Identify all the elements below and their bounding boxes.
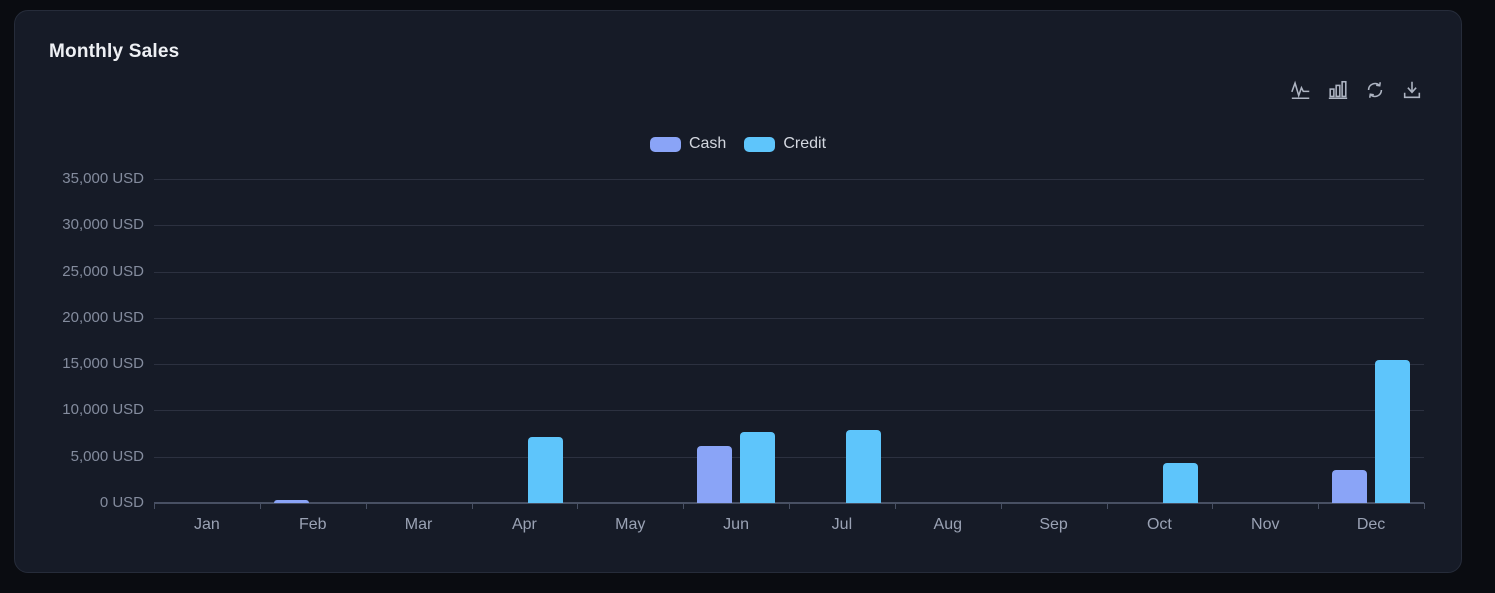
y-axis-label: 0 USD [99, 494, 144, 511]
gridline [154, 271, 1424, 273]
gridline [154, 179, 1424, 180]
x-axis-label: Jun [723, 516, 749, 533]
y-axis-label: 5,000 USD [70, 447, 144, 465]
x-axis-tick [1106, 503, 1108, 509]
x-axis-tick [1212, 503, 1214, 509]
chart-title: Monthly Sales [49, 41, 180, 62]
y-axis-label: 30,000 USD [62, 216, 144, 234]
x-axis-label: Aug [933, 516, 962, 533]
y-axis-label: 20,000 USD [62, 308, 144, 326]
legend-swatch-credit [744, 136, 776, 152]
y-axis-label: 10,000 USD [62, 401, 144, 419]
bar-cash-dec [1332, 470, 1368, 503]
bar-credit-oct [1163, 463, 1199, 503]
y-axis-label: 15,000 USD [62, 355, 144, 373]
bar-credit-apr [528, 437, 564, 503]
legend-item-credit[interactable]: Credit [744, 135, 826, 153]
legend-label: Credit [783, 135, 827, 152]
gridline [154, 456, 1424, 458]
x-axis-label: Feb [298, 516, 327, 533]
chart-plot-area: 0 USD 5,000 USD 10,000 USD 15,000 USD 20,000… [15, 11, 1461, 572]
x-axis-label: Nov [1251, 516, 1280, 533]
download-icon[interactable] [1401, 79, 1423, 101]
x-axis-tick [1424, 503, 1425, 509]
x-axis-label: May [615, 516, 646, 533]
x-axis-tick [789, 503, 790, 509]
x-axis-label: Jul [831, 516, 853, 533]
legend-item-cash[interactable]: Cash [649, 135, 727, 153]
x-axis-label: Sep [1039, 516, 1068, 533]
gridline [154, 364, 1424, 366]
legend-label: Cash [688, 135, 727, 152]
chart-legend: Cash Credit [15, 135, 1461, 153]
x-axis-tick [577, 503, 579, 509]
bar-credit-dec [1375, 360, 1411, 503]
x-axis-tick [1000, 503, 1002, 509]
x-axis-label: Apr [511, 516, 537, 533]
x-axis-tick [683, 503, 685, 509]
y-axis-label: 35,000 USD [62, 170, 144, 187]
x-axis-tick [259, 503, 261, 509]
refresh-icon[interactable] [1364, 79, 1386, 101]
x-axis-label: Mar [404, 516, 433, 533]
x-axis-label: Oct [1146, 516, 1172, 533]
y-axis-label: 25,000 USD [62, 262, 144, 280]
bar-cash-feb [273, 500, 309, 503]
monthly-sales-card: Monthly Sales [14, 10, 1462, 573]
gridline [154, 410, 1424, 412]
x-axis-tick [471, 503, 473, 509]
x-axis-label: Jan [194, 516, 220, 533]
bar-credit-jul [845, 430, 881, 503]
bar-chart-icon[interactable] [1327, 79, 1349, 101]
x-axis-tick [365, 503, 367, 509]
gridline [154, 317, 1424, 319]
x-axis-tick [154, 503, 155, 509]
legend-swatch-cash [649, 136, 681, 152]
line-chart-icon[interactable] [1290, 79, 1312, 101]
x-axis-tick [894, 503, 896, 509]
x-axis-tick [1318, 503, 1320, 509]
chart-toolbar [1290, 79, 1423, 101]
bar-cash-jun [697, 446, 733, 503]
x-axis-label: Dec [1356, 516, 1386, 533]
gridline [154, 225, 1424, 227]
bar-credit-jun [740, 432, 776, 503]
